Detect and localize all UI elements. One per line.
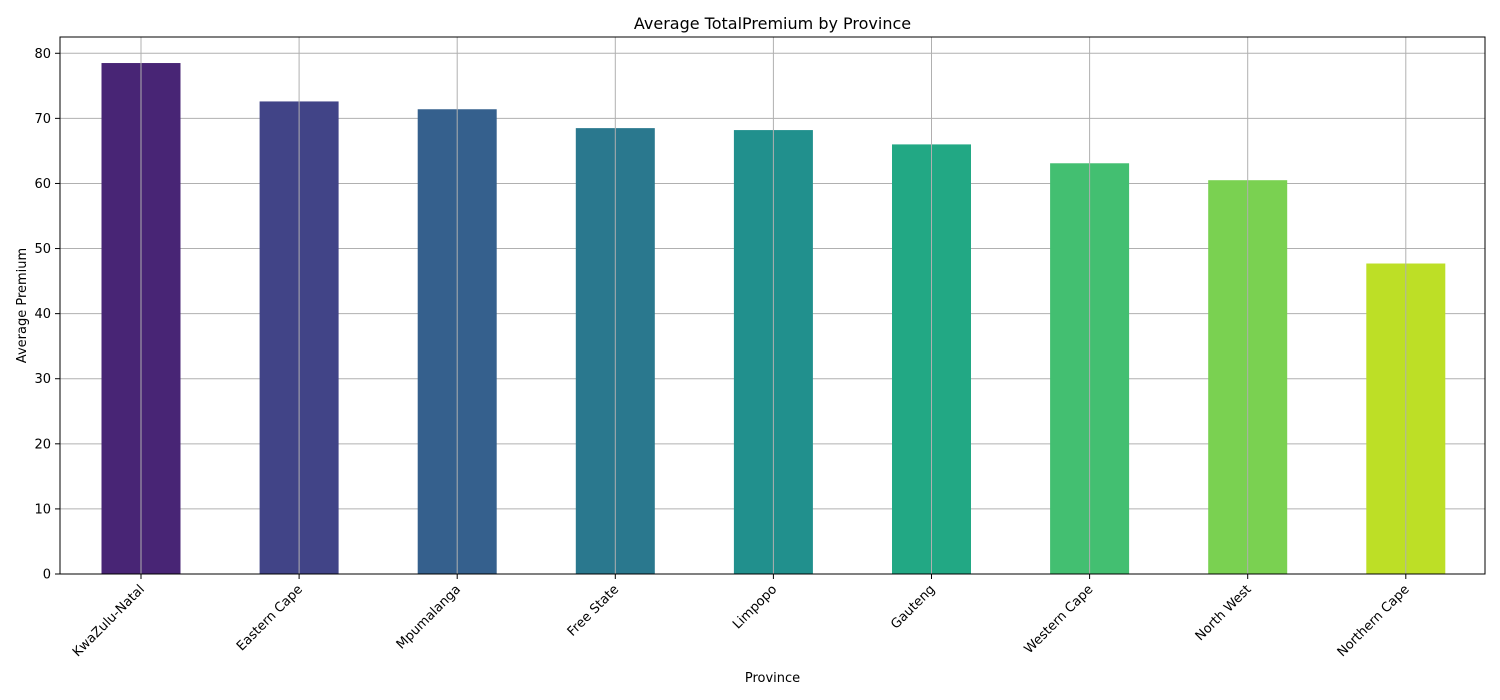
y-tick-label: 50 [34, 242, 51, 257]
y-tick-label: 40 [34, 307, 51, 322]
x-tick-label: Free State [565, 582, 622, 639]
y-tick-label: 10 [34, 502, 51, 517]
x-tick-label: Western Cape [1022, 582, 1097, 657]
x-axis-label: Province [745, 671, 800, 686]
y-tick-label: 20 [34, 437, 51, 452]
x-tick-label: Northern Cape [1335, 582, 1413, 660]
y-ticks-layer: 0 10 20 30 40 50 60 70 80 [34, 47, 60, 583]
y-tick-label: 30 [34, 372, 51, 387]
plot-frame [59, 36, 1486, 575]
y-axis-label: Average Premium [15, 248, 30, 363]
x-tick-label: KwaZulu-Natal [70, 582, 148, 660]
y-tick-label: 60 [34, 177, 51, 192]
y-tick-label: 70 [34, 112, 51, 127]
y-tick-label: 0 [43, 568, 51, 583]
y-tick-label: 80 [34, 47, 51, 62]
vertical-grid-layer [140, 37, 1407, 574]
x-tick-label: Gauteng [888, 582, 938, 632]
x-tick-label: Eastern Cape [234, 582, 306, 654]
x-tick-label: Mpumalanga [394, 582, 464, 652]
x-tick-label: Limpopo [730, 582, 780, 632]
chart-title: Average TotalPremium by Province [634, 14, 911, 33]
x-tick-label: North West [1193, 582, 1255, 644]
x-ticks-layer: KwaZulu-Natal Eastern Cape Mpumalanga Free … [70, 574, 1413, 660]
